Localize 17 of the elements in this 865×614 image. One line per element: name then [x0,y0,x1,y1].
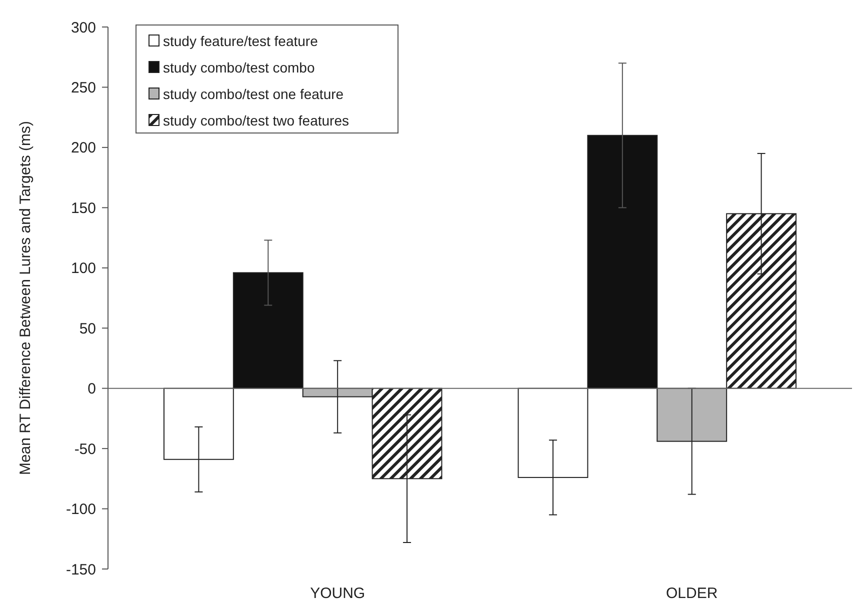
y-tick-label: 300 [70,19,96,36]
y-tick-label: -50 [74,440,96,458]
y-tick-label: 250 [70,79,96,96]
y-tick-label: 0 [88,380,96,398]
y-axis-title: Mean RT Difference Between Lures and Targets (ms) [17,120,34,476]
y-tick-label: -150 [66,561,96,578]
legend-label: study feature/test feature [163,32,318,49]
y-tick-label: 100 [70,260,96,278]
x-tick-label: OLDER [666,585,718,602]
legend-label: study combo/test one feature [163,86,344,102]
y-tick-label: 50 [79,320,96,338]
y-tick-label: 150 [70,200,96,217]
y-tick-label: 200 [70,140,96,157]
y-tick-label: -100 [66,501,96,518]
x-tick-label: YOUNG [310,585,366,602]
legend-label: study combo/test two features [163,112,349,128]
legend-label: study combo/test combo [163,59,315,76]
